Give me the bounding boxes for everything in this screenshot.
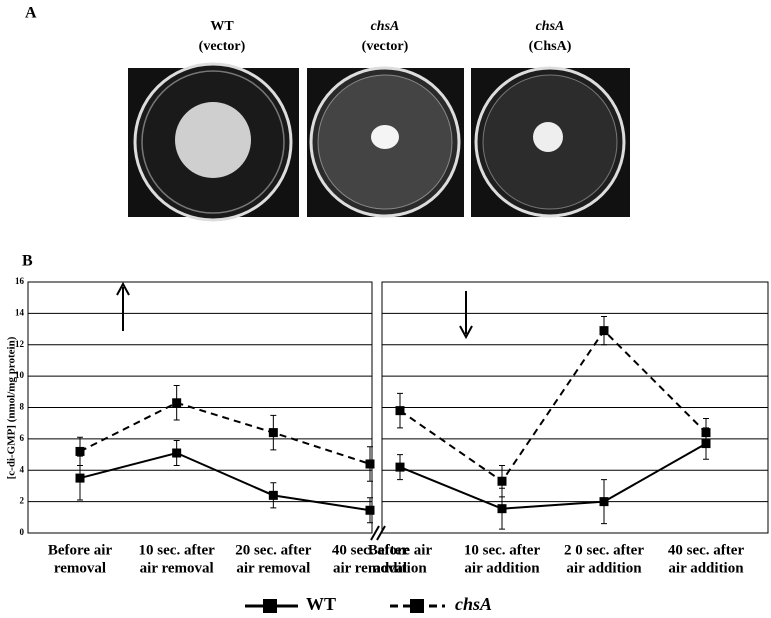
plate: [128, 62, 299, 222]
legend-label: WT: [306, 594, 336, 614]
legend-marker: [410, 599, 424, 613]
point: [395, 406, 405, 416]
x-tick-label: air addition: [566, 560, 642, 576]
x-tick-label: air addition: [668, 560, 744, 576]
x-tick-label: 10 sec. after: [139, 542, 216, 558]
point: [701, 428, 711, 438]
x-tick-label: Before air: [48, 542, 113, 558]
x-tick-label: 2 0 sec. after: [564, 542, 644, 558]
x-tick-label: 40 sec. after: [668, 542, 745, 558]
x-tick-label: addition: [373, 560, 427, 576]
x-tick-label: air removal: [140, 560, 214, 576]
point: [172, 398, 182, 408]
arrow-head: [116, 281, 130, 296]
plate: [307, 66, 464, 218]
series-line: [399, 442, 707, 510]
x-tick-label: removal: [54, 560, 106, 576]
x-tick-label: air removal: [236, 560, 310, 576]
x-tick-label: Before air: [368, 542, 433, 558]
x-tick-label: 20 sec. after: [235, 542, 312, 558]
x-tick-label: 10 sec. after: [464, 542, 541, 558]
y-axis-label: [c-di-GMP] (nmol/mg protein): [6, 336, 18, 479]
point: [268, 428, 278, 438]
plate-strain: chsA: [536, 19, 565, 34]
panel-label: A: [25, 5, 37, 22]
point: [497, 504, 507, 514]
point: [395, 462, 405, 472]
y-tick-label: 0: [20, 527, 25, 537]
point: [268, 490, 278, 500]
point: [75, 473, 85, 483]
series-line: [79, 451, 371, 512]
x-tick-label: air removal: [333, 560, 407, 576]
y-tick-label: 10: [15, 370, 25, 380]
y-tick-label: 12: [15, 339, 25, 349]
y-tick-label: 6: [20, 433, 25, 443]
y-tick-label: 2: [20, 496, 25, 506]
series-line: [399, 329, 707, 483]
point: [365, 459, 375, 469]
arrow-head: [459, 325, 473, 340]
legend-label: chsA: [455, 594, 492, 614]
point: [75, 446, 85, 456]
panel-label: B: [22, 253, 33, 270]
point: [599, 497, 609, 507]
y-tick-label: 16: [15, 276, 25, 286]
y-tick-label: 14: [15, 307, 25, 317]
point: [599, 326, 609, 336]
y-tick-label: 4: [20, 464, 25, 474]
legend-marker: [263, 599, 277, 613]
series-line: [79, 401, 371, 465]
plate-plasmid: (vector): [199, 39, 246, 54]
x-tick-label: air addition: [464, 560, 540, 576]
plate-plasmid: (vector): [362, 39, 409, 54]
x-tick-label: 40 sec. after: [332, 542, 409, 558]
plate-strain: WT: [210, 19, 234, 34]
point: [365, 505, 375, 515]
point: [497, 476, 507, 486]
plate: [471, 66, 630, 218]
point: [172, 448, 182, 458]
axis-break: [376, 525, 386, 541]
plate-strain: chsA: [371, 19, 400, 34]
y-tick-label: 8: [20, 402, 25, 412]
axis-break: [370, 525, 380, 541]
plate-plasmid: (ChsA): [529, 39, 572, 54]
